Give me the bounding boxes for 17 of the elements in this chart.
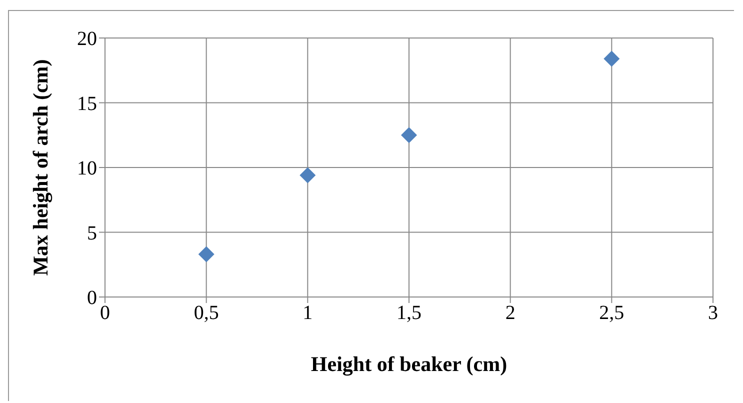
y-tick-label: 15 xyxy=(77,92,97,115)
x-tick-label: 0,5 xyxy=(194,302,219,324)
x-tick-label: 1,5 xyxy=(396,302,422,324)
x-tick-label: 1 xyxy=(302,302,313,324)
y-tick-label: 0 xyxy=(87,287,97,310)
y-axis-title: Max height of arch (cm) xyxy=(28,59,52,276)
point xyxy=(401,127,417,144)
x-tick-label: 2,5 xyxy=(599,302,624,324)
x-axis-title: Height of beaker (cm) xyxy=(310,352,508,376)
point xyxy=(604,50,620,67)
y-tick-label: 5 xyxy=(87,222,97,244)
point xyxy=(300,167,316,184)
x-tick-label: 3 xyxy=(708,302,718,324)
y-tick-label: 20 xyxy=(77,28,97,50)
point xyxy=(198,246,214,262)
x-tick-label: 2 xyxy=(505,302,516,324)
y-tick-label: 10 xyxy=(77,158,97,180)
